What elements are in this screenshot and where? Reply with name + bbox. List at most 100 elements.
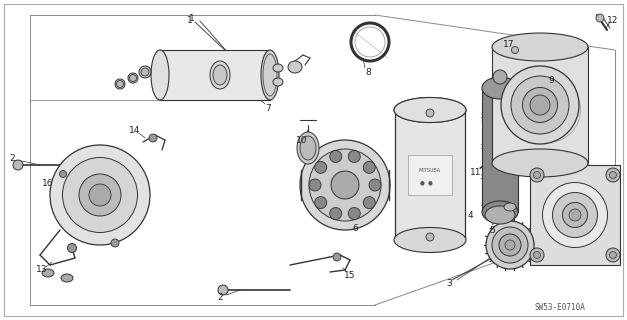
Text: ●: ● bbox=[419, 180, 424, 186]
Ellipse shape bbox=[300, 136, 316, 160]
Ellipse shape bbox=[530, 168, 544, 182]
Ellipse shape bbox=[363, 161, 376, 173]
Text: 6: 6 bbox=[352, 223, 358, 233]
Ellipse shape bbox=[151, 50, 169, 100]
Ellipse shape bbox=[348, 150, 361, 163]
Ellipse shape bbox=[542, 182, 608, 247]
Ellipse shape bbox=[363, 196, 376, 209]
Ellipse shape bbox=[492, 149, 588, 177]
Ellipse shape bbox=[315, 196, 327, 209]
Ellipse shape bbox=[42, 269, 54, 277]
Ellipse shape bbox=[333, 253, 341, 261]
Ellipse shape bbox=[482, 77, 518, 99]
Ellipse shape bbox=[499, 234, 521, 256]
Ellipse shape bbox=[79, 174, 121, 216]
Ellipse shape bbox=[89, 184, 111, 206]
Ellipse shape bbox=[426, 233, 434, 241]
Text: 10: 10 bbox=[296, 135, 308, 145]
Ellipse shape bbox=[534, 172, 540, 179]
Ellipse shape bbox=[128, 73, 138, 83]
Text: 2: 2 bbox=[9, 154, 15, 163]
Ellipse shape bbox=[141, 68, 149, 76]
Ellipse shape bbox=[273, 64, 283, 72]
Text: SW53-E0710A: SW53-E0710A bbox=[535, 303, 586, 313]
Ellipse shape bbox=[606, 248, 620, 262]
Text: 8: 8 bbox=[365, 68, 371, 76]
Ellipse shape bbox=[288, 61, 302, 73]
Ellipse shape bbox=[394, 98, 466, 123]
Ellipse shape bbox=[482, 201, 518, 223]
Ellipse shape bbox=[486, 221, 534, 269]
Ellipse shape bbox=[149, 134, 157, 142]
Ellipse shape bbox=[139, 66, 151, 78]
Ellipse shape bbox=[60, 171, 66, 178]
Ellipse shape bbox=[348, 208, 361, 220]
Text: 5: 5 bbox=[489, 226, 495, 235]
Polygon shape bbox=[492, 47, 588, 163]
Ellipse shape bbox=[273, 78, 283, 86]
Ellipse shape bbox=[569, 209, 581, 221]
Ellipse shape bbox=[330, 208, 342, 220]
Ellipse shape bbox=[309, 149, 381, 221]
Text: 7: 7 bbox=[265, 103, 271, 113]
Text: 4: 4 bbox=[467, 211, 473, 220]
Ellipse shape bbox=[63, 157, 137, 233]
Ellipse shape bbox=[552, 193, 598, 237]
Ellipse shape bbox=[330, 150, 342, 163]
Ellipse shape bbox=[115, 79, 125, 89]
Ellipse shape bbox=[369, 179, 381, 191]
Ellipse shape bbox=[562, 203, 587, 228]
Ellipse shape bbox=[609, 252, 616, 259]
Ellipse shape bbox=[426, 109, 434, 117]
Ellipse shape bbox=[213, 65, 227, 85]
Text: 12: 12 bbox=[608, 15, 619, 25]
Ellipse shape bbox=[218, 285, 228, 295]
Ellipse shape bbox=[522, 87, 557, 123]
Ellipse shape bbox=[606, 168, 620, 182]
Ellipse shape bbox=[394, 228, 466, 252]
Text: 2: 2 bbox=[217, 293, 223, 302]
Text: 1: 1 bbox=[187, 15, 193, 25]
Text: 13: 13 bbox=[36, 266, 48, 275]
Ellipse shape bbox=[68, 244, 76, 252]
Ellipse shape bbox=[530, 248, 544, 262]
Text: 14: 14 bbox=[129, 125, 140, 134]
Polygon shape bbox=[160, 50, 270, 100]
Ellipse shape bbox=[210, 61, 230, 89]
Ellipse shape bbox=[315, 161, 327, 173]
Ellipse shape bbox=[261, 50, 279, 100]
Text: ●: ● bbox=[428, 180, 433, 186]
Ellipse shape bbox=[504, 203, 516, 211]
Polygon shape bbox=[482, 88, 518, 212]
Ellipse shape bbox=[609, 172, 616, 179]
Ellipse shape bbox=[501, 66, 579, 144]
Text: MITSUBA: MITSUBA bbox=[419, 167, 441, 172]
Ellipse shape bbox=[530, 95, 550, 115]
Ellipse shape bbox=[130, 75, 137, 82]
Text: 1: 1 bbox=[189, 13, 195, 22]
Ellipse shape bbox=[117, 81, 124, 87]
Ellipse shape bbox=[505, 240, 515, 250]
Text: 16: 16 bbox=[42, 179, 54, 188]
Ellipse shape bbox=[492, 33, 588, 61]
Polygon shape bbox=[4, 4, 623, 316]
Ellipse shape bbox=[493, 70, 507, 84]
Ellipse shape bbox=[492, 227, 528, 263]
Text: 11: 11 bbox=[470, 167, 482, 177]
Ellipse shape bbox=[111, 239, 119, 247]
Ellipse shape bbox=[309, 179, 321, 191]
Ellipse shape bbox=[512, 46, 519, 53]
Ellipse shape bbox=[50, 145, 150, 245]
Ellipse shape bbox=[485, 206, 515, 224]
Polygon shape bbox=[395, 110, 465, 240]
Ellipse shape bbox=[596, 14, 604, 22]
Ellipse shape bbox=[300, 140, 390, 230]
Ellipse shape bbox=[13, 160, 23, 170]
Text: 15: 15 bbox=[344, 270, 356, 279]
Ellipse shape bbox=[297, 132, 319, 164]
Ellipse shape bbox=[331, 171, 359, 199]
Text: 9: 9 bbox=[548, 76, 554, 84]
Ellipse shape bbox=[511, 76, 569, 134]
Ellipse shape bbox=[394, 98, 466, 123]
Ellipse shape bbox=[534, 252, 540, 259]
